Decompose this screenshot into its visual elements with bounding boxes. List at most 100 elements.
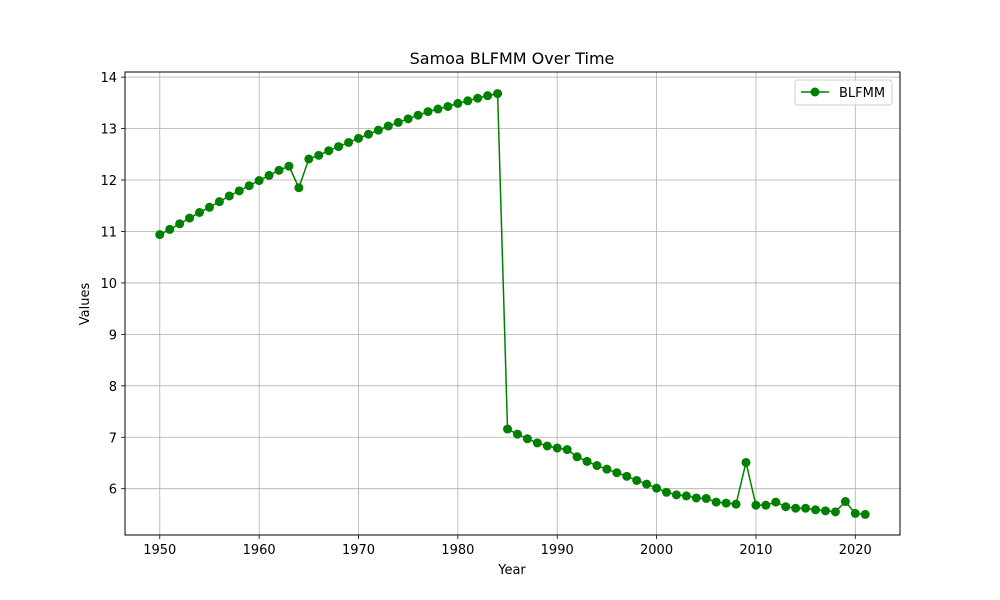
data-point <box>830 507 840 517</box>
data-point <box>791 503 801 513</box>
data-point <box>552 443 562 453</box>
data-point <box>691 493 701 503</box>
data-point <box>771 497 781 507</box>
y-tick-label: 12 <box>100 174 117 189</box>
data-point <box>572 452 582 462</box>
data-point <box>403 114 413 124</box>
legend: BLFMM <box>794 79 893 106</box>
data-point <box>254 176 264 186</box>
data-point <box>671 490 681 500</box>
data-point <box>204 202 214 212</box>
data-point <box>433 104 443 114</box>
data-point <box>512 429 522 439</box>
data-point <box>443 101 453 111</box>
data-point <box>652 483 662 493</box>
data-point <box>423 107 433 117</box>
y-tick-label: 8 <box>109 380 117 395</box>
data-point <box>393 117 403 127</box>
y-tick-label: 7 <box>109 431 117 446</box>
data-point <box>542 441 552 451</box>
data-point <box>562 445 572 455</box>
data-point <box>622 471 632 481</box>
x-tick-label: 2020 <box>839 543 872 558</box>
data-point <box>751 500 761 510</box>
x-tick-label: 2000 <box>640 543 673 558</box>
data-point <box>363 129 373 139</box>
y-axis-ticks: 6 7 8 9 10 11 12 13 14 <box>100 71 125 498</box>
x-axis-label: Year <box>497 563 526 578</box>
data-point <box>532 438 542 448</box>
x-tick-label: 1960 <box>243 543 276 558</box>
data-point <box>820 506 830 516</box>
data-point <box>493 89 503 99</box>
plot-frame <box>124 71 901 536</box>
data-point <box>522 434 532 444</box>
data-point <box>592 461 602 471</box>
x-tick-label: 1950 <box>143 543 176 558</box>
data-point <box>214 197 224 207</box>
y-tick-label: 11 <box>100 225 117 240</box>
data-point <box>155 230 165 240</box>
data-point <box>582 456 592 466</box>
data-point <box>314 150 324 160</box>
x-axis-ticks: 1950 1960 1970 1980 1990 2000 2010 2020 <box>143 535 872 558</box>
data-point <box>244 181 254 191</box>
data-point <box>304 154 314 164</box>
data-point <box>413 110 423 120</box>
y-tick-label: 9 <box>109 328 117 343</box>
y-tick-label: 14 <box>100 71 117 86</box>
data-point <box>840 497 850 507</box>
y-tick-label: 13 <box>100 123 117 138</box>
data-point <box>344 137 354 147</box>
data-point <box>224 191 234 201</box>
data-point <box>165 224 175 234</box>
data-point <box>373 125 383 135</box>
legend-label: BLFMM <box>839 86 885 101</box>
data-point <box>234 186 244 196</box>
data-point <box>294 183 304 193</box>
x-tick-label: 1990 <box>541 543 574 558</box>
chart-title: Samoa BLFMM Over Time <box>410 49 615 68</box>
y-axis-label: Values <box>78 283 93 326</box>
data-point <box>195 207 205 217</box>
series-blfmm <box>155 89 870 519</box>
data-point <box>860 509 870 519</box>
data-point <box>701 493 711 503</box>
data-point <box>284 161 294 171</box>
data-point <box>463 96 473 106</box>
data-point <box>473 93 483 103</box>
data-point <box>612 468 622 478</box>
y-tick-label: 6 <box>109 483 117 498</box>
legend-box <box>794 79 893 106</box>
data-point <box>632 475 642 485</box>
data-point <box>175 219 185 229</box>
data-point <box>731 499 741 509</box>
data-point <box>711 497 721 507</box>
data-point <box>383 121 393 131</box>
data-point <box>761 500 771 510</box>
data-point <box>662 487 672 497</box>
data-point <box>453 98 463 108</box>
data-point <box>264 170 274 180</box>
data-point <box>681 491 691 501</box>
x-tick-label: 1980 <box>441 543 474 558</box>
legend-marker <box>810 87 820 97</box>
y-tick-label: 10 <box>100 277 117 292</box>
data-point <box>334 142 344 152</box>
data-point <box>353 133 363 143</box>
x-tick-label: 2010 <box>739 543 772 558</box>
data-point <box>801 503 811 513</box>
data-point <box>503 424 513 434</box>
data-point <box>781 502 791 512</box>
data-point <box>483 91 493 101</box>
data-point <box>185 213 195 223</box>
data-point <box>811 505 821 515</box>
grid-lines <box>125 72 900 535</box>
data-point <box>602 464 612 474</box>
data-point <box>642 479 652 489</box>
data-point <box>324 146 334 156</box>
data-point <box>721 498 731 508</box>
data-point <box>741 457 751 467</box>
data-point <box>850 508 860 518</box>
